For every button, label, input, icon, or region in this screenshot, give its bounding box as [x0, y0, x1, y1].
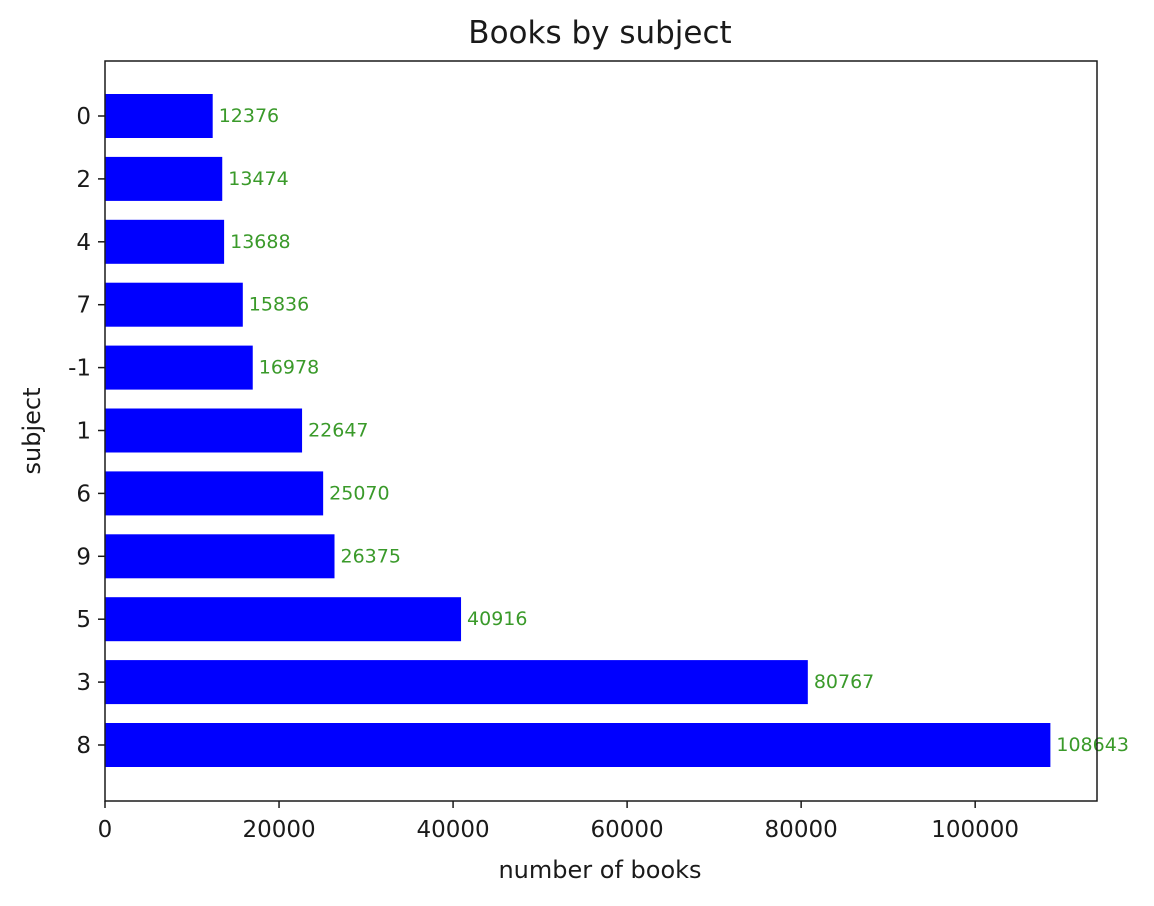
bar--1: [105, 345, 253, 390]
x-tick-label-40000: 40000: [416, 817, 489, 843]
y-tick-label-4: 4: [76, 230, 91, 256]
bar-2: [105, 156, 223, 201]
y-tick-label-1: 1: [76, 419, 91, 445]
x-axis-label: number of books: [498, 856, 701, 884]
data-label-8: 108643: [1056, 734, 1129, 756]
bar-7: [105, 282, 243, 327]
bar-5: [105, 597, 462, 642]
y-tick-label-3: 3: [76, 670, 91, 696]
x-tick-label-0: 0: [98, 817, 113, 843]
chart-title: Books by subject: [468, 15, 731, 51]
bars-layer: 12376 13474 13688 15836 16978 22647 25070 26375…: [105, 94, 1129, 767]
bar-9: [105, 534, 335, 579]
x-tick-label-60000: 60000: [591, 817, 664, 843]
bar-6: [105, 471, 324, 516]
data-label-0: 12376: [219, 105, 279, 127]
data-label-4: 13688: [230, 231, 290, 253]
bar-3: [105, 660, 808, 705]
y-tick-label-6: 6: [76, 481, 91, 507]
data-label-5: 40916: [467, 608, 527, 630]
data-label--1: 16978: [259, 357, 319, 379]
x-tick-label-80000: 80000: [765, 817, 838, 843]
plot-frame: [104, 60, 1098, 802]
y-tick-label-7: 7: [76, 293, 91, 319]
data-label-3: 80767: [814, 671, 874, 693]
y-tick-label-9: 9: [76, 544, 91, 570]
y-tick-label-8: 8: [76, 733, 91, 759]
y-tick-label-0: 0: [76, 104, 91, 130]
x-tick-label-100000: 100000: [931, 817, 1019, 843]
bar-4: [105, 219, 225, 264]
bar-8: [105, 723, 1051, 767]
y-axis-label: subject: [18, 388, 46, 475]
x-tick-label-20000: 20000: [242, 817, 315, 843]
bar-1: [105, 408, 303, 453]
y-tick-label-5: 5: [76, 607, 91, 633]
data-label-9: 26375: [341, 545, 401, 567]
y-tick-label--1: -1: [68, 356, 91, 382]
data-label-2: 13474: [228, 168, 288, 190]
data-label-7: 15836: [249, 294, 309, 316]
y-tick-label-2: 2: [76, 167, 91, 193]
data-label-6: 25070: [329, 482, 389, 504]
ticks-layer: 0 2 4 7 -1 1 6 9 5 3 8 0 20000 40000 60000 80000 100000: [68, 104, 1019, 843]
data-label-1: 22647: [308, 420, 368, 442]
bar-0: [105, 94, 213, 138]
